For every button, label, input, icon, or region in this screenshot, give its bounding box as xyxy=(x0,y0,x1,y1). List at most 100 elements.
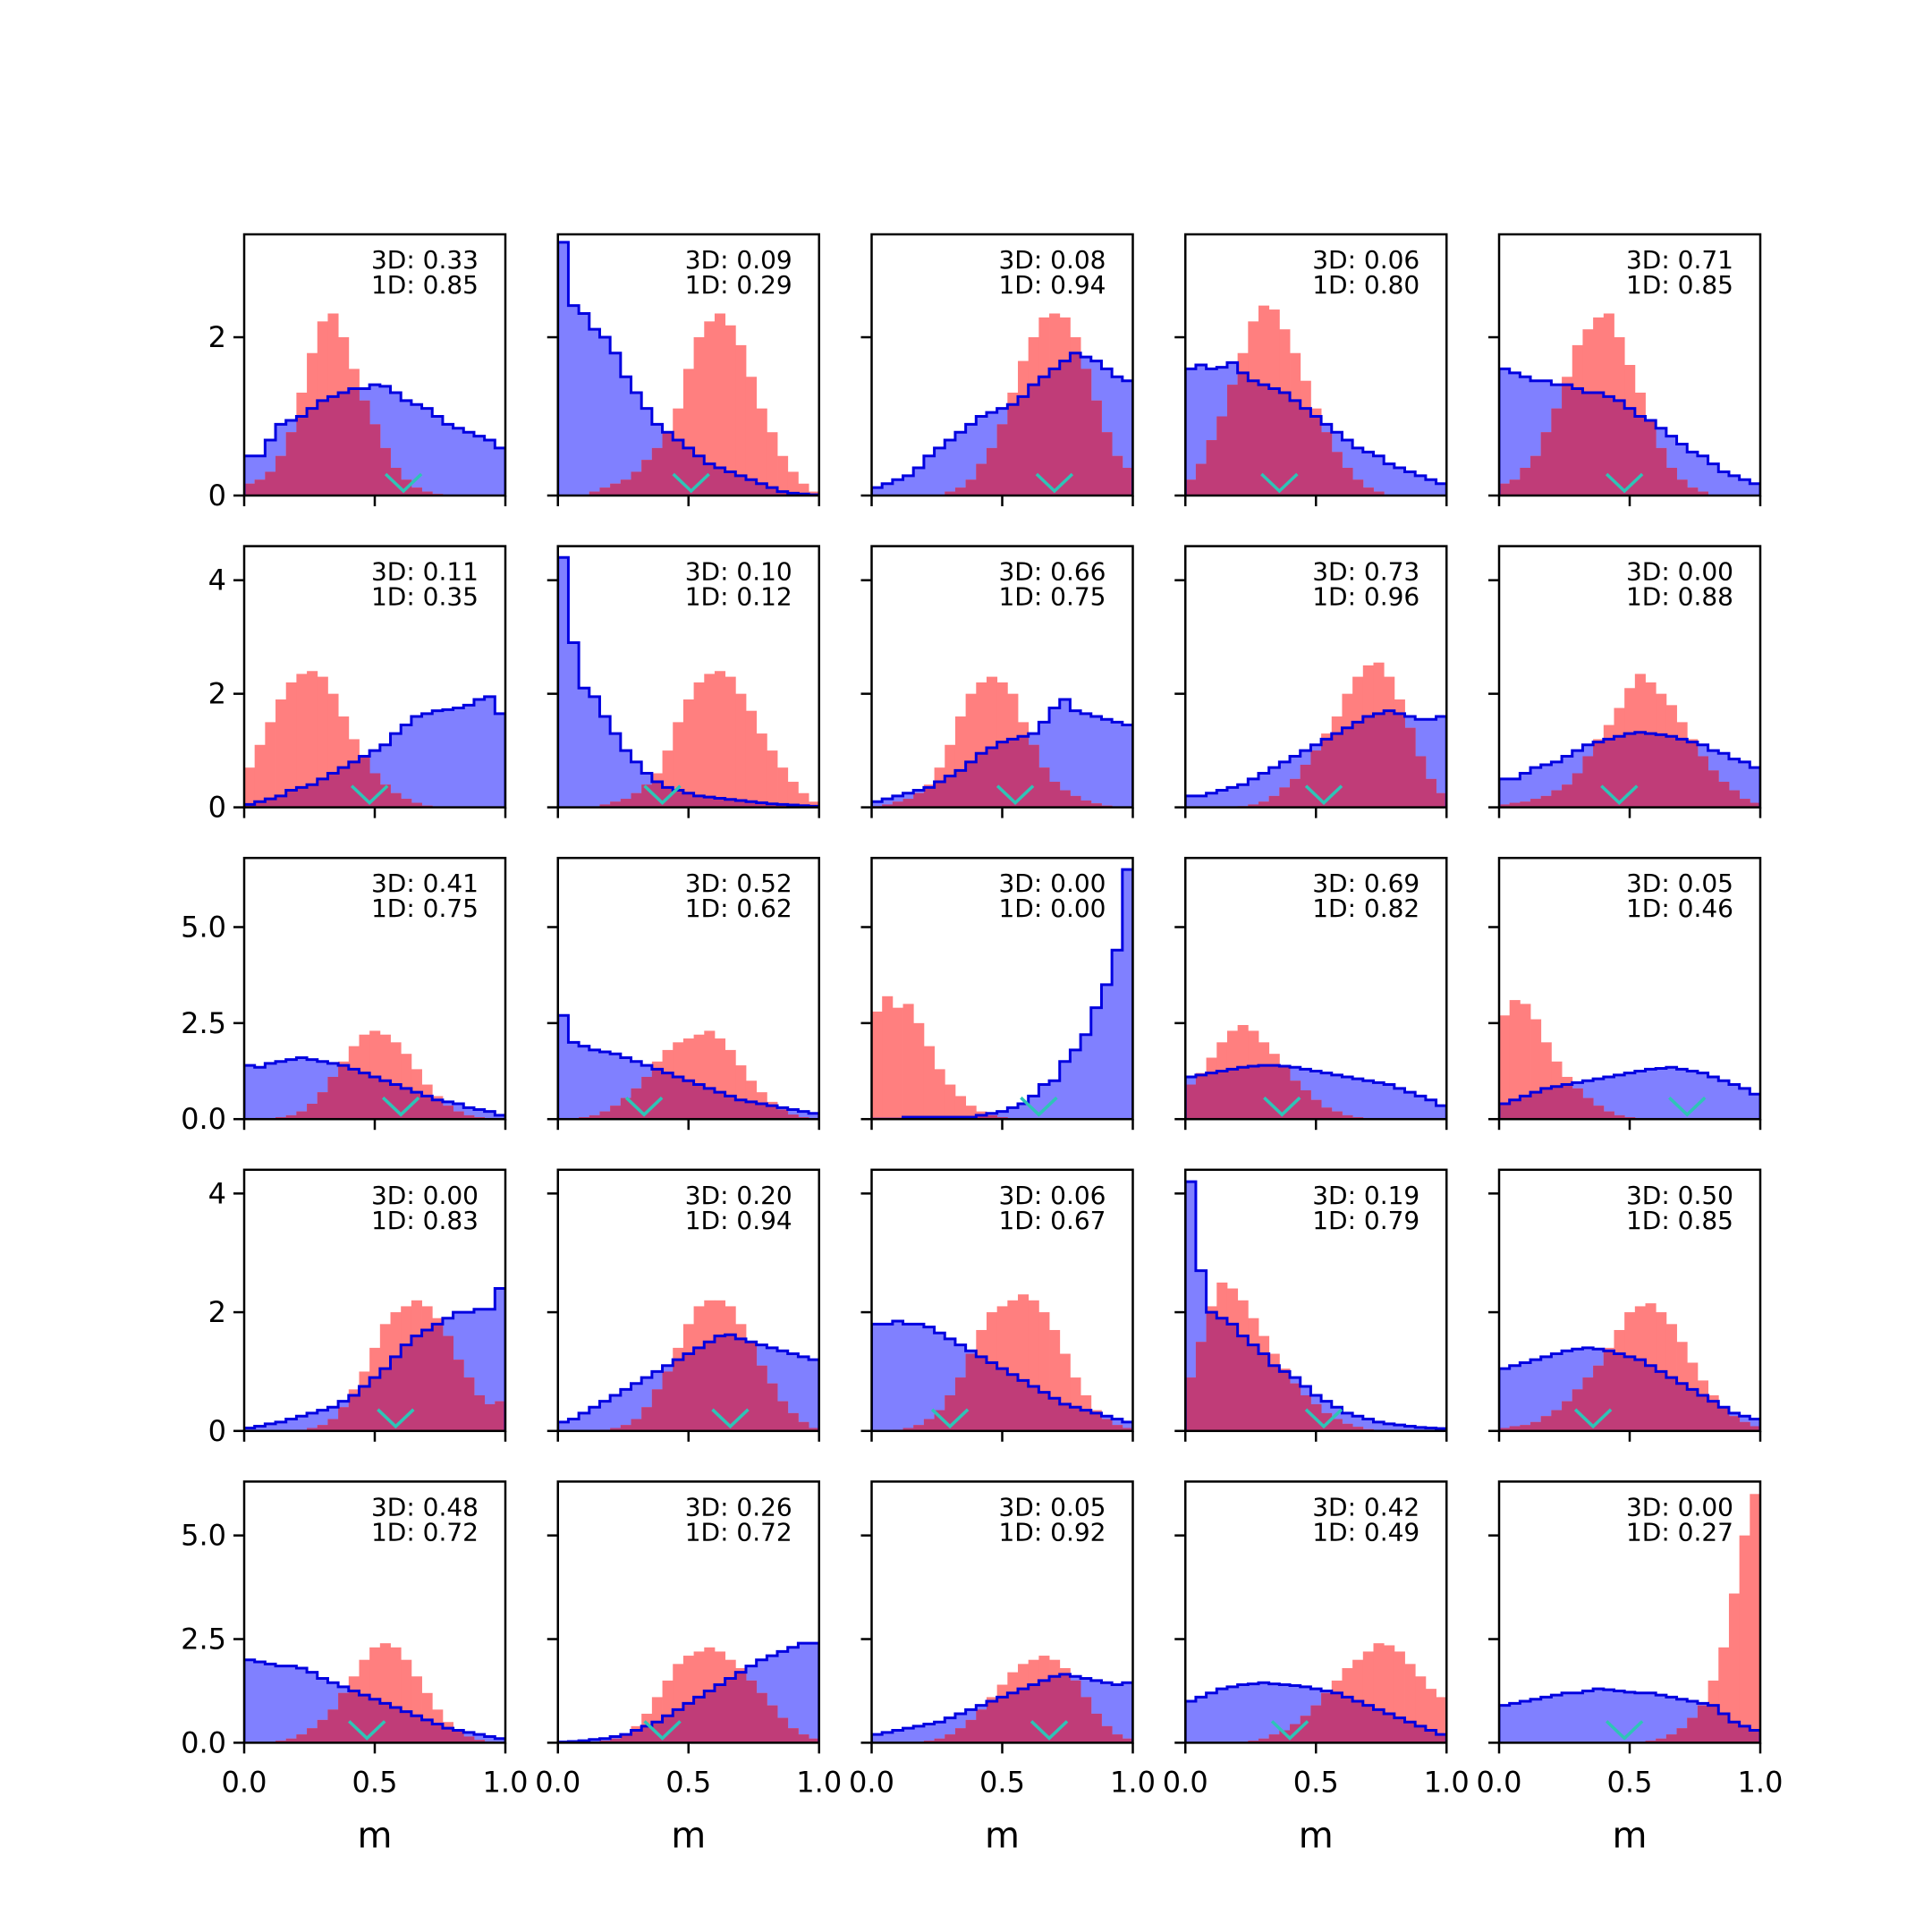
overlap-bar xyxy=(1226,385,1239,496)
overlap-bar xyxy=(1551,1410,1563,1431)
label-3d: 3D: 0.41 xyxy=(371,869,479,898)
overlap-bar xyxy=(735,1099,747,1120)
overlap-bar xyxy=(285,1114,297,1120)
overlap-bar xyxy=(682,447,694,496)
blue-bar xyxy=(484,1736,496,1743)
label-1d: 1D: 0.35 xyxy=(371,582,479,612)
overlap-bar xyxy=(1509,1099,1521,1120)
overlap-bar xyxy=(1687,487,1699,496)
label-1d: 1D: 0.92 xyxy=(998,1517,1106,1546)
blue-bar xyxy=(589,1739,600,1743)
overlap-bar xyxy=(704,1690,716,1743)
overlap-bar xyxy=(390,1356,402,1431)
label-3d: 3D: 0.05 xyxy=(998,1492,1106,1521)
blue-bar xyxy=(557,1421,569,1431)
blue-bar xyxy=(1362,1419,1374,1431)
overlap-bar xyxy=(1384,710,1395,808)
blue-bar xyxy=(1362,452,1374,496)
label-1d: 1D: 0.72 xyxy=(685,1517,792,1546)
overlap-bar xyxy=(1634,732,1646,808)
blue-step-line xyxy=(1499,731,1760,808)
overlap-bar xyxy=(996,424,1008,496)
overlap-bar xyxy=(421,1719,433,1743)
red-bar xyxy=(745,377,758,496)
overlap-bar xyxy=(1499,1428,1511,1431)
overlap-bar xyxy=(787,1728,799,1743)
overlap-bar xyxy=(620,1425,631,1431)
blue-step-line xyxy=(871,1319,1133,1431)
overlap-bar xyxy=(254,801,266,808)
blue-step-line xyxy=(871,1673,1133,1743)
label-1d: 1D: 0.46 xyxy=(1626,894,1733,923)
blue-bar xyxy=(1665,1067,1677,1120)
overlap-bar xyxy=(651,1389,663,1431)
blue-bar xyxy=(882,799,894,808)
blue-bar xyxy=(1195,795,1208,808)
blue-bar xyxy=(568,305,580,496)
overlap-bar xyxy=(651,447,663,496)
overlap-bar xyxy=(1739,799,1750,808)
blue-step-line xyxy=(557,1013,819,1120)
blue-bar xyxy=(1122,724,1133,808)
overlap-bar xyxy=(610,801,622,808)
overlap-bar xyxy=(1310,1705,1322,1743)
overlap-bar xyxy=(1028,744,1039,808)
blue-bar xyxy=(1258,1682,1270,1743)
overlap-bar xyxy=(1321,1107,1333,1120)
blue-bar xyxy=(1394,1425,1405,1431)
red-bar xyxy=(1520,1004,1531,1120)
overlap-bar xyxy=(473,1740,486,1743)
blue-bar xyxy=(1718,471,1730,496)
overlap-bar xyxy=(1059,1403,1071,1431)
overlap-bar xyxy=(1279,392,1291,496)
x-tick-label: 0.5 xyxy=(979,1765,1025,1799)
overlap-bar xyxy=(1070,352,1081,496)
blue-bar xyxy=(1415,475,1427,496)
overlap-bar xyxy=(1718,782,1730,808)
marker-v xyxy=(1573,1408,1613,1429)
blue-bar xyxy=(568,1042,580,1120)
label-1d: 1D: 0.75 xyxy=(371,894,479,923)
blue-bar xyxy=(1425,479,1436,496)
blue-bar xyxy=(1112,722,1123,808)
overlap-bar xyxy=(673,790,684,808)
label-3d: 3D: 0.52 xyxy=(685,869,792,898)
overlap-bar xyxy=(1624,408,1636,496)
overlap-bar xyxy=(745,1101,758,1120)
blue-bar xyxy=(1007,1107,1019,1120)
overlap-bar xyxy=(1373,1709,1385,1743)
blue-bar xyxy=(1018,1104,1030,1120)
overlap-bar xyxy=(1300,1716,1311,1743)
blue-bar xyxy=(996,1111,1008,1120)
overlap-bar xyxy=(693,795,705,808)
blue-bar xyxy=(1070,1049,1081,1120)
overlap-bar xyxy=(1248,1344,1259,1431)
overlap-bar xyxy=(1049,782,1061,808)
overlap-bar xyxy=(359,400,370,496)
y-tick-label: 2 xyxy=(208,1295,226,1329)
overlap-bar xyxy=(411,1335,422,1431)
blue-bar xyxy=(484,1309,496,1431)
blue-bar xyxy=(1090,1007,1102,1120)
blue-bar xyxy=(411,404,422,496)
overlap-bar xyxy=(1018,1380,1030,1431)
overlap-bar xyxy=(1352,479,1364,496)
overlap-bar xyxy=(1290,400,1301,496)
overlap-bar xyxy=(442,1106,453,1120)
label-1d: 1D: 0.94 xyxy=(998,270,1106,300)
marker-v xyxy=(930,1408,970,1429)
overlap-bar xyxy=(244,483,256,496)
overlap-bar xyxy=(662,432,674,496)
overlap-bar xyxy=(620,479,631,496)
overlap-bar xyxy=(453,1360,464,1431)
marker-v xyxy=(643,1720,682,1741)
blue-bar xyxy=(913,468,925,496)
y-tick-label: 0.0 xyxy=(181,1725,226,1759)
overlap-bar xyxy=(484,1403,496,1431)
overlap-bar xyxy=(1593,1106,1605,1120)
label-3d: 3D: 0.66 xyxy=(998,557,1106,587)
overlap-bar xyxy=(317,400,328,496)
